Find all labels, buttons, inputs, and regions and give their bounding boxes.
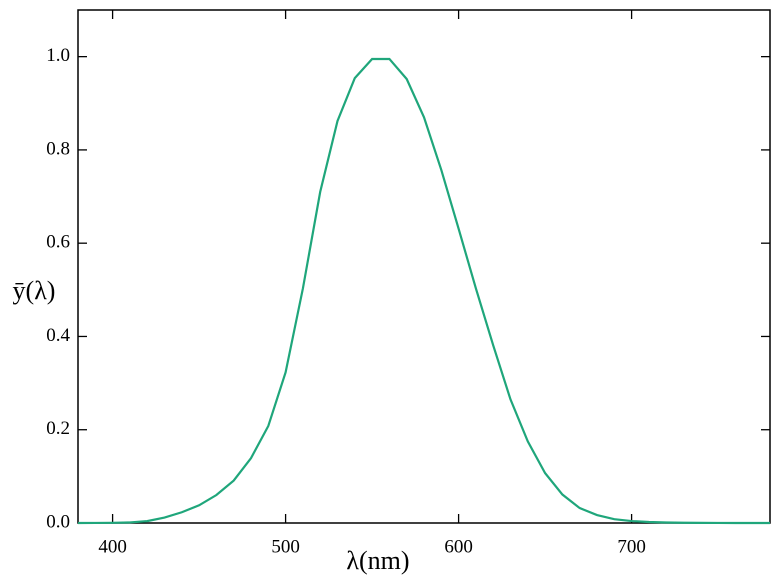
y-tick-label: 0.4	[46, 325, 70, 346]
y-axis-label: ȳ(λ)	[13, 276, 56, 305]
y-tick-label: 1.0	[46, 45, 70, 66]
y-tick-label: 0.6	[46, 232, 70, 253]
y-tick-label: 0.0	[46, 511, 70, 532]
plot-frame	[77, 9, 771, 524]
y-tick-label: 0.8	[46, 138, 70, 159]
y-tick-label: 0.2	[46, 418, 70, 439]
x-tick-label: 500	[271, 536, 300, 557]
data-line	[77, 57, 771, 525]
x-tick-label: 600	[444, 536, 473, 557]
x-tick-label: 700	[617, 536, 646, 557]
x-tick-label: 400	[98, 536, 127, 557]
x-axis-label: λ(nm)	[346, 546, 409, 575]
